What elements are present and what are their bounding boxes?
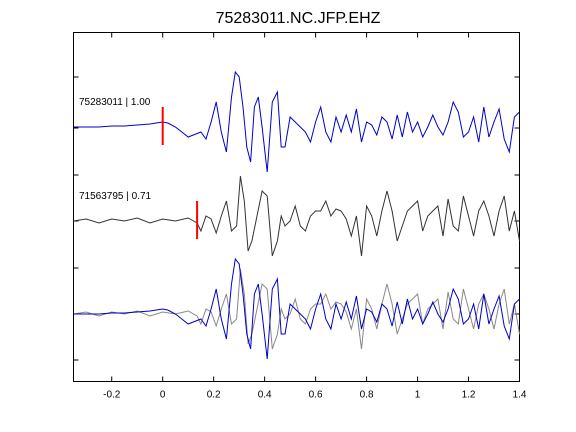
x-tick-label: 0 xyxy=(160,390,166,401)
trace-label-1: 75283011 | 1.00 xyxy=(79,97,151,108)
x-tick-label: 1.2 xyxy=(462,390,476,401)
overlay-trace-2 xyxy=(73,268,520,350)
overlay-trace-1 xyxy=(73,257,520,360)
trace-line-2 xyxy=(73,175,520,257)
x-tick-label: -0.2 xyxy=(103,390,121,401)
x-tick-label: 1 xyxy=(415,390,421,401)
x-tick-label: 1.4 xyxy=(513,390,527,401)
x-tick-label: 0.8 xyxy=(360,390,374,401)
x-axis: -0.2 0 0.2 0.4 0.6 0.8 1 1.2 1.4 xyxy=(103,32,527,401)
chart-title: 75283011.NC.JFP.EHZ xyxy=(216,10,381,27)
trace-line-1 xyxy=(73,70,520,173)
x-tick-label: 0.4 xyxy=(258,390,272,401)
traces: 75283011 | 1.00 71563795 | 0.71 xyxy=(73,70,520,360)
trace-label-2: 71563795 | 0.71 xyxy=(79,191,152,202)
x-tick-label: 0.6 xyxy=(309,390,323,401)
axes-frame xyxy=(73,32,520,382)
x-tick-label: 0.2 xyxy=(207,390,221,401)
